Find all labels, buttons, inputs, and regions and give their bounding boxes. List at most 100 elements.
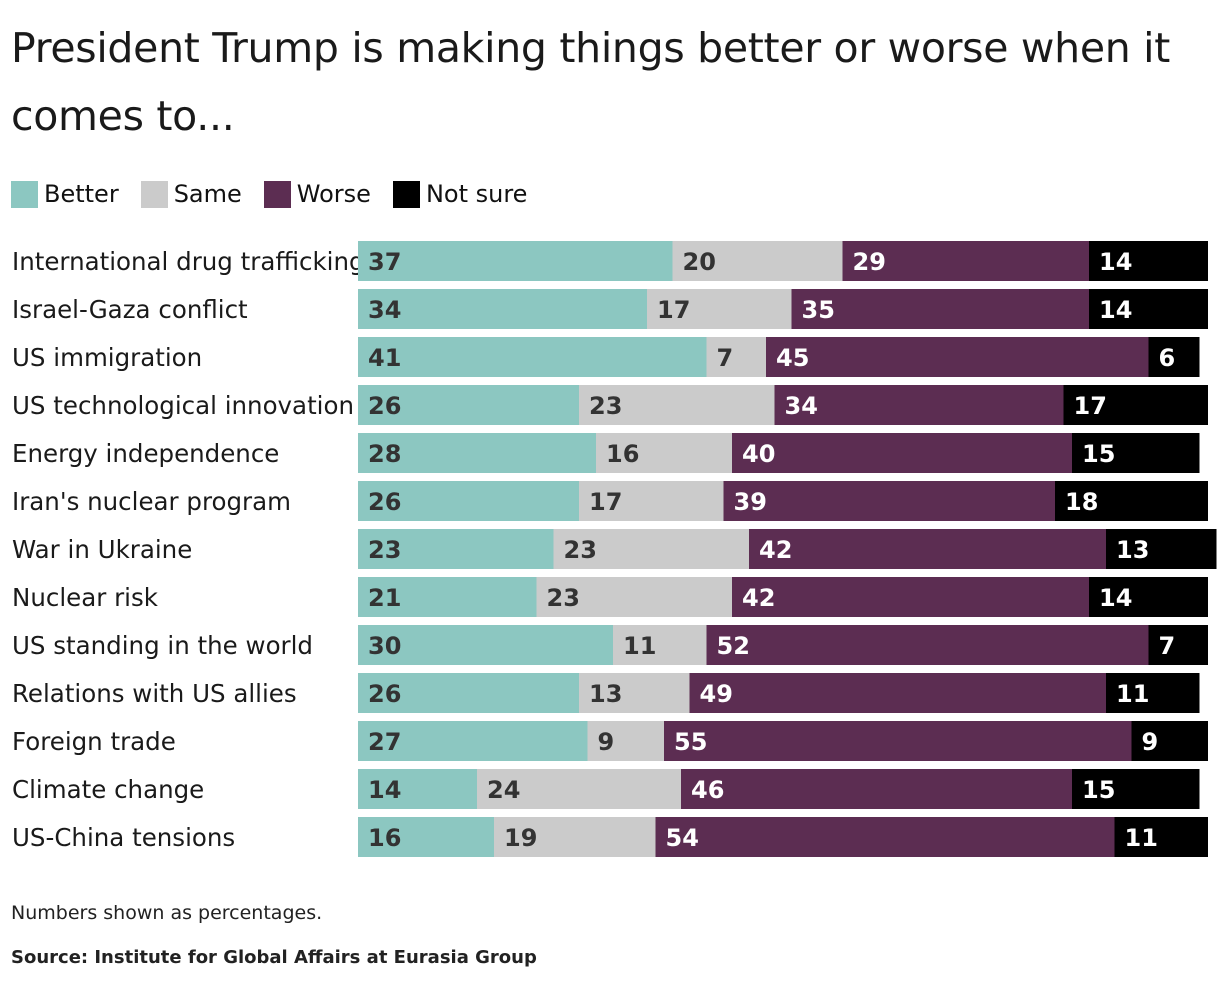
legend-swatch (263, 180, 291, 208)
data-label: 52 (717, 632, 750, 660)
bar-segment-not-sure (1063, 385, 1208, 425)
data-label: 37 (368, 248, 401, 276)
bar-segment-same (706, 337, 766, 377)
bar-segment-same (536, 577, 732, 617)
data-label: 24 (487, 776, 520, 804)
data-label: 29 (853, 248, 886, 276)
data-label: 9 (1142, 728, 1159, 756)
bar-segment-better (358, 577, 537, 617)
bar-segment-worse (774, 385, 1064, 425)
data-label: 30 (368, 632, 401, 660)
bar-segment-better (358, 529, 554, 569)
data-label: 11 (1116, 680, 1149, 708)
data-label: 13 (1116, 536, 1149, 564)
bar-segment-worse (706, 625, 1149, 665)
bar-segment-worse (723, 481, 1055, 521)
data-label: 28 (368, 440, 401, 468)
data-label: 27 (368, 728, 401, 756)
bar-segment-worse (791, 289, 1089, 329)
bar-segment-better (358, 721, 588, 761)
bar-segment-worse (842, 241, 1089, 281)
bar-segment-worse (732, 577, 1089, 617)
bar-segment-same (494, 817, 656, 857)
bar-segment-same (672, 241, 843, 281)
data-label: 11 (623, 632, 656, 660)
data-label: 26 (368, 680, 401, 708)
data-label: 42 (759, 536, 792, 564)
bar-segment-not-sure (1089, 289, 1208, 329)
data-label: 11 (1125, 824, 1158, 852)
bar-segment-same (647, 289, 792, 329)
data-label: 6 (1159, 344, 1176, 372)
legend-label: Same (173, 180, 242, 208)
category-label: US standing in the world (12, 631, 313, 660)
legend-item: Worse (263, 180, 371, 208)
data-label: 23 (547, 584, 580, 612)
category-label: International drug trafficking (12, 247, 365, 276)
bar-segment-not-sure (1089, 241, 1208, 281)
data-label: 39 (734, 488, 767, 516)
category-label: Nuclear risk (12, 583, 159, 612)
bar-segment-not-sure (1072, 433, 1200, 473)
category-label: Climate change (12, 775, 204, 804)
legend-label: Better (44, 180, 119, 208)
bar-segment-same (596, 433, 732, 473)
chart-title: President Trump is making things better … (11, 24, 1171, 140)
bar-segment-better (358, 433, 596, 473)
bar-segment-worse (749, 529, 1106, 569)
data-label: 23 (589, 392, 622, 420)
bar-segment-not-sure (1114, 817, 1208, 857)
data-label: 19 (504, 824, 537, 852)
data-label: 23 (564, 536, 597, 564)
bar-segment-same (579, 481, 724, 521)
data-label: 45 (776, 344, 809, 372)
data-label: 17 (1074, 392, 1107, 420)
data-label: 34 (368, 296, 401, 324)
data-label: 55 (674, 728, 707, 756)
category-label: Israel-Gaza conflict (12, 295, 248, 324)
category-label: US technological innovation (12, 391, 354, 420)
data-label: 16 (606, 440, 639, 468)
legend-label: Not sure (425, 180, 528, 208)
legend: Better Same Worse Not sure (11, 180, 549, 208)
bar-segment-not-sure (1106, 673, 1200, 713)
bar-segment-not-sure (1148, 337, 1200, 377)
data-label: 21 (368, 584, 401, 612)
data-label: 26 (368, 392, 401, 420)
bar-segment-better (358, 289, 647, 329)
bar-segment-same (477, 769, 681, 809)
bar-segment-not-sure (1131, 721, 1208, 761)
legend-swatch (140, 180, 168, 208)
bar-segment-same (579, 385, 775, 425)
bar-segment-better (358, 385, 579, 425)
category-label: Relations with US allies (12, 679, 297, 708)
bar-segment-same (553, 529, 749, 569)
data-label: 7 (717, 344, 734, 372)
data-label: 34 (785, 392, 818, 420)
data-label: 13 (589, 680, 622, 708)
category-label: US immigration (12, 343, 202, 372)
data-label: 14 (1099, 584, 1132, 612)
data-label: 9 (598, 728, 615, 756)
legend-label: Worse (296, 180, 371, 208)
bar-segment-not-sure (1106, 529, 1217, 569)
bar-segment-better (358, 769, 477, 809)
legend-item: Same (140, 180, 242, 208)
bar-segment-not-sure (1089, 577, 1208, 617)
bar-segment-better (358, 817, 494, 857)
data-label: 42 (742, 584, 775, 612)
data-label: 16 (368, 824, 401, 852)
data-label: 41 (368, 344, 401, 372)
legend-swatch (11, 180, 38, 208)
bar-segment-worse (655, 817, 1115, 857)
category-label: Foreign trade (12, 727, 176, 756)
data-label: 15 (1082, 440, 1115, 468)
data-label: 14 (368, 776, 401, 804)
bar-segment-better (358, 337, 707, 377)
data-label: 7 (1159, 632, 1176, 660)
bar-segment-better (358, 673, 579, 713)
data-label: 20 (683, 248, 716, 276)
bar-segment-better (358, 481, 579, 521)
data-label: 49 (700, 680, 733, 708)
